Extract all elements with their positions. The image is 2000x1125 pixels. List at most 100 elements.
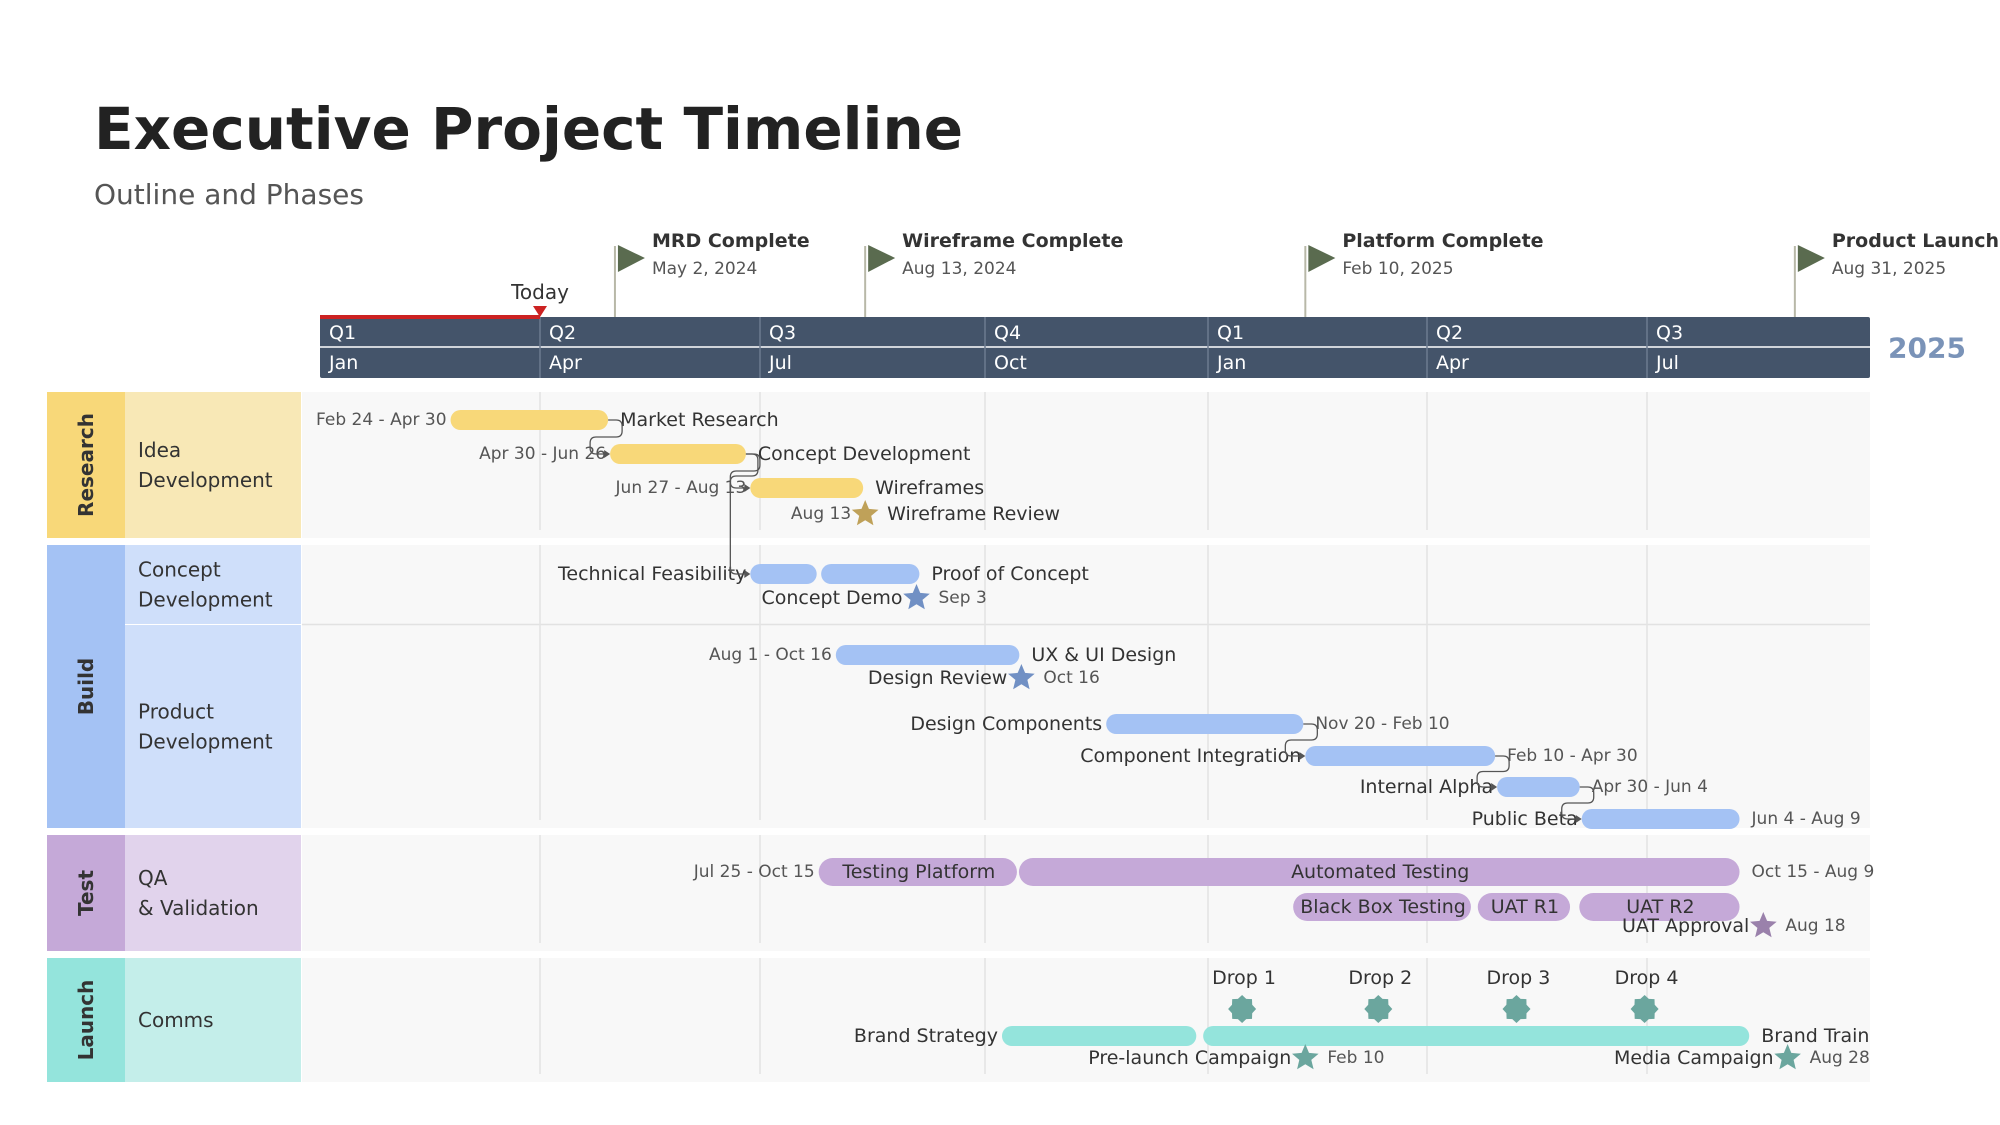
task-label: Design Components [910, 713, 1102, 735]
star-icon [1008, 664, 1035, 690]
task-label: Wireframes [875, 477, 984, 499]
task-label: Component Integration [1080, 745, 1301, 767]
event-date: Aug 28 [1810, 1048, 1870, 1068]
task-bar [450, 410, 609, 430]
task-label: Market Research [620, 409, 779, 431]
burst-icon [1228, 995, 1257, 1023]
star-icon [851, 500, 879, 526]
month-label: Jan [1216, 352, 1246, 374]
quarter-label: Q1 [329, 322, 356, 344]
task-bar [1579, 893, 1740, 921]
flag-icon [868, 245, 896, 272]
task-date: Feb 24 - Apr 30 [316, 410, 447, 430]
task-date: Jul 25 - Oct 15 [693, 862, 815, 882]
quarter-label: Q3 [1656, 322, 1683, 344]
today-marker [533, 306, 547, 317]
task-date: Oct 15 - Aug 9 [1752, 862, 1875, 882]
event-date: Oct 16 [1043, 668, 1099, 688]
group-header-launch [47, 958, 125, 1082]
event-date: Aug 18 [1785, 916, 1845, 936]
swimlane-header [125, 625, 301, 828]
month-label: Apr [549, 352, 582, 374]
event-date: Aug 13 [791, 504, 851, 524]
swimlane-label: Development [138, 730, 273, 754]
swimlane-header [125, 958, 301, 1082]
swimlane-area [302, 545, 1870, 828]
task-label: Testing Platform [841, 861, 995, 883]
task-bar [750, 478, 864, 498]
task-bar [1477, 893, 1571, 921]
flag-icon [1308, 245, 1336, 272]
drop-label: Drop 2 [1348, 967, 1412, 989]
dependency-line [1284, 723, 1318, 757]
task-bar [818, 858, 1017, 886]
milestone-date: Aug 13, 2024 [902, 259, 1016, 279]
dependency-arrow [1491, 783, 1498, 791]
dependency-line [729, 453, 759, 575]
today-progress [320, 315, 540, 319]
task-bar [1203, 1026, 1750, 1046]
year-label: 2025 [1888, 332, 1966, 365]
task-date: Aug 1 - Oct 16 [709, 645, 832, 665]
event-label: Design Review [868, 667, 1007, 689]
task-label: UAT R2 [1626, 896, 1694, 918]
quarter-label: Q4 [994, 322, 1021, 344]
page-title: Executive Project Timeline [94, 95, 964, 163]
quarter-label: Q2 [549, 322, 576, 344]
dependency-line [589, 419, 623, 455]
milestone-name: MRD Complete [652, 230, 810, 252]
dependency-arrow [604, 450, 611, 458]
burst-icon [1502, 995, 1531, 1023]
drop-label: Drop 4 [1615, 967, 1679, 989]
task-label: UX & UI Design [1031, 644, 1176, 666]
task-label: Brand Train [1761, 1025, 1869, 1047]
group-label: Research [74, 413, 98, 517]
swimlane-header [125, 545, 301, 624]
event-label: Pre-launch Campaign [1088, 1047, 1291, 1069]
flag-icon [617, 245, 645, 272]
month-label: Oct [994, 352, 1027, 374]
task-bar [1293, 893, 1471, 921]
group-header-research [47, 392, 125, 538]
task-bar [1001, 1026, 1197, 1046]
task-bar [1018, 858, 1740, 886]
drop-label: Drop 3 [1487, 967, 1551, 989]
swimlane-label: Product [138, 700, 214, 724]
task-label: Technical Feasibility [557, 563, 746, 585]
group-label: Launch [74, 980, 98, 1061]
event-label: UAT Approval [1622, 915, 1749, 937]
dependency-arrow [1299, 752, 1306, 760]
task-label: Automated Testing [1291, 861, 1469, 883]
event-date: Feb 10 [1327, 1048, 1384, 1068]
task-bar [1305, 746, 1496, 766]
dependency-arrow [744, 570, 751, 578]
event-date: Sep 3 [939, 588, 987, 608]
task-bar [1497, 777, 1580, 797]
swimlane-label: Idea [138, 438, 181, 462]
quarter-label: Q1 [1217, 322, 1244, 344]
task-bar [1106, 714, 1304, 734]
group-label: Test [74, 870, 98, 916]
today-label: Today [510, 280, 569, 304]
swimlane-label: Development [138, 468, 273, 492]
task-date: Jun 4 - Aug 9 [1751, 809, 1861, 829]
milestone-date: Feb 10, 2025 [1342, 259, 1453, 279]
dependency-line [1476, 755, 1510, 788]
task-label: Black Box Testing [1300, 896, 1466, 918]
month-label: Apr [1436, 352, 1469, 374]
swimlane-header [125, 392, 301, 538]
task-label: Concept Development [758, 443, 971, 465]
group-header-build [47, 545, 125, 828]
milestone-name: Product Launch [1832, 230, 1999, 252]
milestone-date: Aug 31, 2025 [1832, 259, 1946, 279]
task-label: Internal Alpha [1360, 776, 1493, 798]
group-header-test [47, 835, 125, 951]
swimlane-label: Comms [138, 1008, 214, 1032]
task-bar [610, 444, 746, 464]
month-label: Jan [328, 352, 358, 374]
month-label: Jul [768, 352, 792, 374]
quarter-label: Q2 [1436, 322, 1463, 344]
task-date: Feb 10 - Apr 30 [1507, 746, 1638, 766]
task-label: Proof of Concept [931, 563, 1088, 585]
event-label: Media Campaign [1614, 1047, 1774, 1069]
